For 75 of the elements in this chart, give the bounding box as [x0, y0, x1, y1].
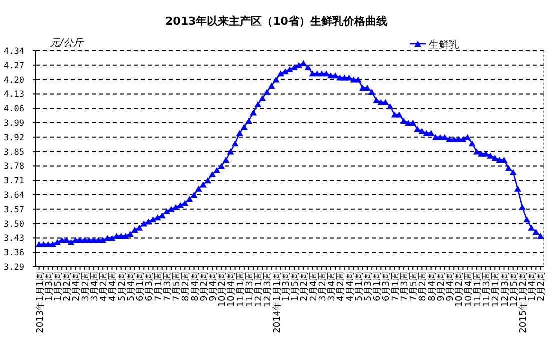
x-tick-label: 6月1周: [135, 272, 146, 302]
x-tick-label: 2013年1月1周: [34, 272, 46, 334]
x-tick-label: 2月4周: [308, 272, 320, 302]
y-tick-label: 3.50: [4, 220, 24, 230]
x-tick-label: 4月4周: [344, 272, 356, 302]
y-tick-label: 3.36: [4, 248, 24, 259]
x-tick-label: 6月3周: [381, 272, 392, 302]
x-tick-label: 11月1周: [472, 272, 484, 308]
y-tick-label: 3.71: [4, 176, 24, 187]
y-tick-label: 4.06: [4, 104, 24, 115]
x-tick-label: 12月1周: [254, 272, 265, 308]
x-tick-label: 11月1周: [235, 272, 246, 308]
x-tick-label: 1月3周: [44, 272, 55, 302]
x-tick-label: 7月5周: [172, 272, 183, 302]
y-tick-label: 3.85: [4, 148, 24, 158]
x-tick-label: 9月2周: [436, 272, 447, 302]
x-tick-label: 6月1周: [372, 272, 384, 302]
x-tick-label: 10月2周: [217, 272, 228, 308]
x-tick-label: 3月4周: [326, 272, 338, 302]
x-tick-label: 4月2周: [336, 272, 347, 302]
x-tick-label: 1月5周: [290, 272, 302, 302]
x-tick-label: 8月4周: [426, 272, 438, 302]
x-tick-label: 12月1周: [490, 272, 502, 308]
y-axis-title: 元/公斤: [50, 37, 84, 49]
x-tick-label: 5月4周: [126, 272, 137, 302]
x-tick-label: 11月3周: [244, 272, 256, 308]
y-tick-label: 3.99: [4, 119, 24, 129]
x-tick-label: 7月1周: [390, 272, 402, 302]
x-tick-label: 9月4周: [445, 272, 456, 302]
legend-label: 生鲜乳: [429, 39, 459, 51]
y-tick-label: 4.13: [4, 90, 24, 100]
x-tick-label: 2月4周: [71, 272, 82, 302]
x-tick-label: 7月3周: [162, 272, 174, 302]
x-tick-label: 3月4周: [89, 272, 100, 302]
y-tick-label: 3.64: [4, 191, 24, 201]
x-tick-label: 2015年1月2周: [518, 272, 529, 334]
x-tick-label: 12月5周: [508, 272, 520, 308]
x-tick-label: 11月3周: [482, 272, 493, 308]
x-tick-label: 10月4周: [463, 272, 474, 308]
x-tick-label: 4月2周: [98, 272, 110, 302]
y-tick-label: 3.57: [4, 205, 24, 216]
y-tick-label: 3.29: [4, 263, 24, 273]
x-tick-label: 6月3周: [144, 272, 156, 302]
x-tick-label: 3月2周: [80, 272, 92, 302]
y-tick-label: 3.78: [4, 162, 24, 172]
x-tick-label: 2月2周: [299, 272, 310, 302]
x-tick-label: 4月4周: [108, 272, 119, 302]
x-tick-label: 2月2周: [536, 272, 548, 302]
x-tick-label: 8月2周: [418, 272, 429, 302]
x-tick-label: 7月1周: [153, 272, 164, 302]
x-tick-label: 9月4周: [208, 272, 220, 302]
chart-title: 2013年以来主产区（10省）生鲜乳价格曲线: [166, 15, 388, 28]
x-tick-label: 9月2周: [198, 272, 210, 302]
x-tick-label: 5月3周: [362, 272, 374, 302]
x-tick-label: 8月2周: [180, 272, 192, 302]
y-tick-label: 3.43: [4, 234, 24, 244]
x-tick-label: 7月3周: [399, 272, 410, 302]
x-tick-label: 8月4周: [190, 272, 201, 302]
x-tick-label: 1月4周: [527, 272, 538, 302]
x-tick-label: 12月3周: [500, 272, 511, 308]
x-tick-label: 5月2周: [116, 272, 128, 302]
x-tick-label: 10月4周: [226, 272, 238, 308]
y-tick-label: 4.20: [4, 76, 24, 86]
x-tick-label: 2月2周: [62, 272, 74, 302]
y-tick-label: 4.27: [4, 61, 24, 72]
y-tick-label: 3.92: [4, 133, 24, 144]
x-tick-label: 2014年1月1周: [272, 272, 283, 334]
x-tick-label: 1月3周: [280, 272, 292, 302]
x-tick-label: 10月2周: [454, 272, 466, 308]
x-tick-label: 3月2周: [317, 272, 328, 302]
x-tick-label: 7月5周: [408, 272, 420, 302]
y-tick-label: 4.34: [4, 47, 24, 57]
x-tick-label: 5月1周: [354, 272, 365, 302]
x-tick-label: 12月3周: [262, 272, 274, 308]
x-tick-label: 1月5周: [53, 272, 64, 302]
